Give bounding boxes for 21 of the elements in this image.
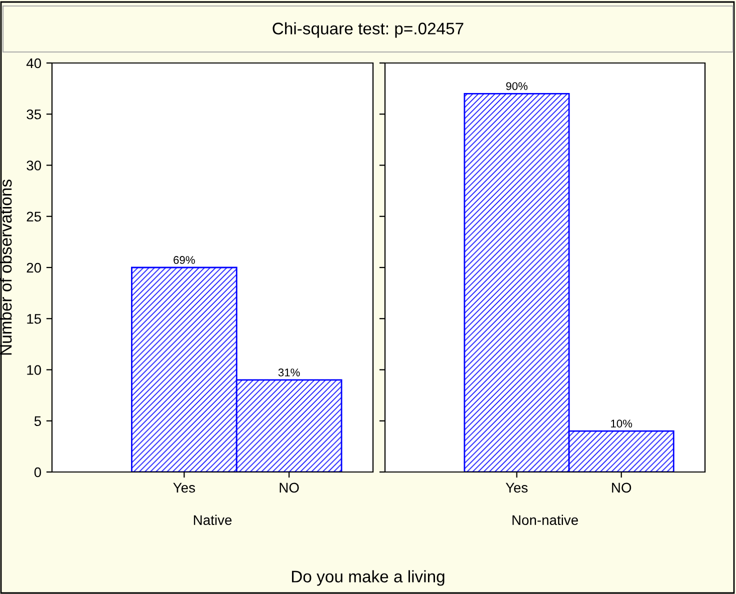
annotation: 10%	[611, 420, 632, 428]
x-axis-title: Native	[194, 514, 232, 526]
annotation: 90%	[506, 82, 528, 90]
y-tick-label: 15	[27, 314, 42, 324]
annotation: 69%	[174, 256, 195, 264]
x-tick-label: NO	[612, 482, 632, 493]
annotation: 31%	[278, 368, 300, 376]
y-tick-label: 40	[26, 58, 42, 68]
y-tick-label: 10	[27, 365, 42, 375]
x-tick-label: Yes	[173, 482, 196, 493]
y-tick-label: 20	[26, 262, 42, 273]
y-tick-label: 30	[26, 160, 42, 170]
x-tick-label: NO	[280, 482, 299, 493]
x-axis-title: Non-native	[512, 514, 578, 526]
y-tick-label: 0	[34, 467, 42, 478]
text: Do you make a living	[292, 570, 444, 586]
x-tick-label: Yes	[506, 482, 528, 493]
y-tick-label: 25	[26, 212, 42, 222]
y-tick-label: 35	[26, 109, 42, 120]
y-tick-label: 5	[34, 416, 41, 426]
chart-title: Chi-square test: p=.02457	[272, 22, 464, 38]
